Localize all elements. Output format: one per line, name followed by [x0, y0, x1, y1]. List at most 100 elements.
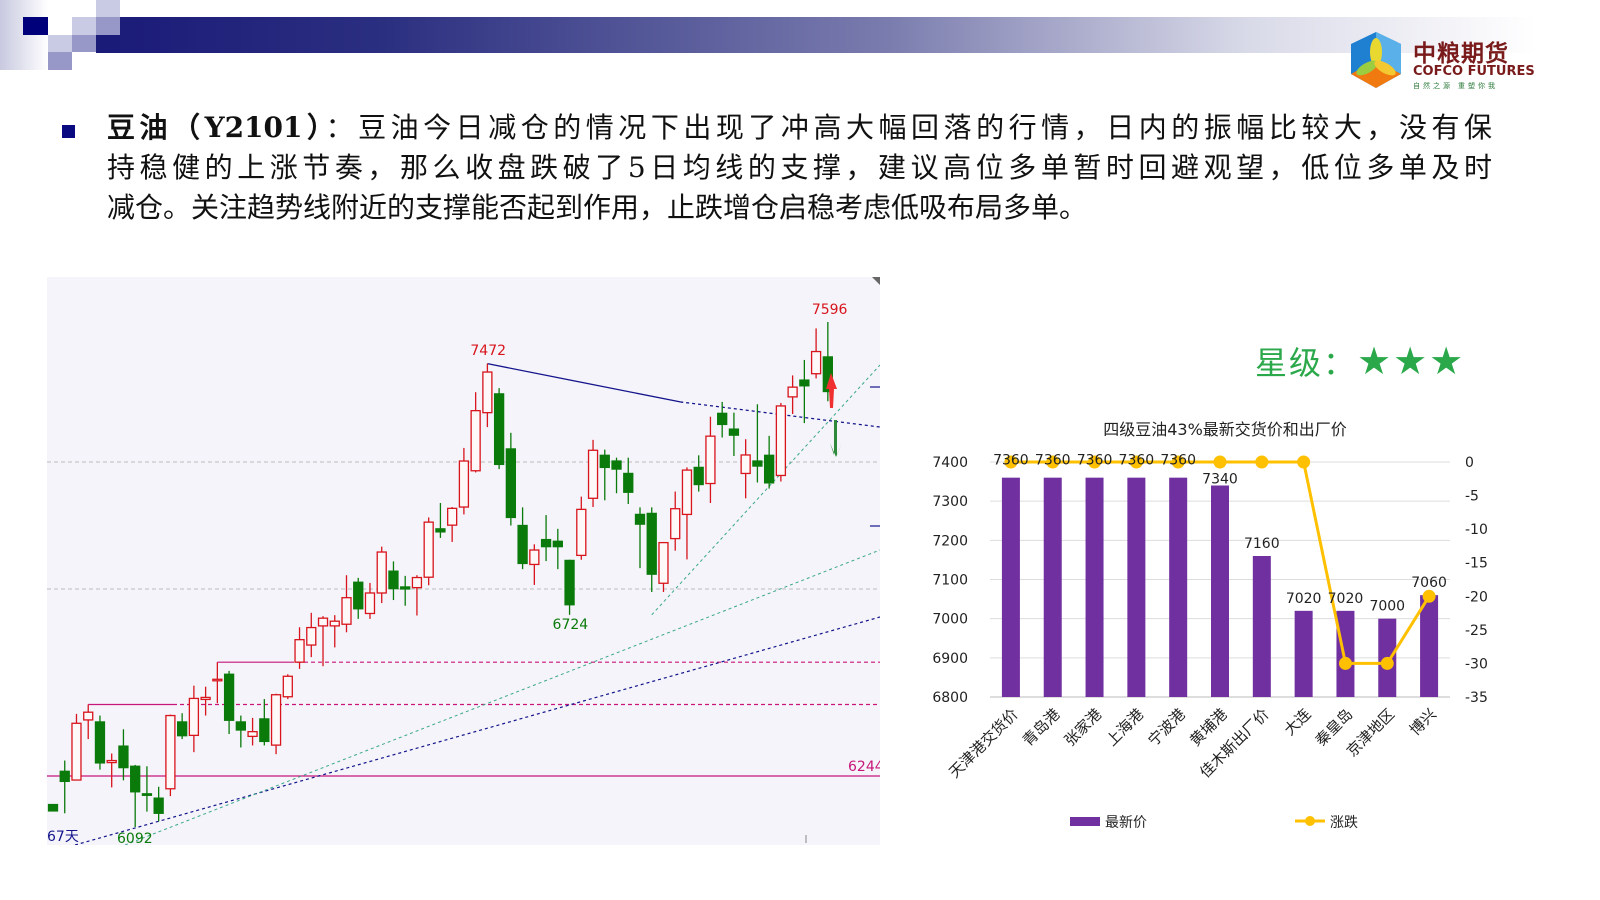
header-square [72, 17, 96, 35]
candle-body [176, 721, 188, 737]
bar-data-label: 7160 [1244, 536, 1280, 552]
candle-body [235, 721, 246, 731]
price-bar [1127, 477, 1146, 697]
candle-body [270, 694, 282, 746]
candle-body [200, 696, 211, 701]
candle-body [529, 549, 540, 566]
commentary-line: 减仓。关注趋势线附近的支撑能否起到作用，止跌增仓启稳考虑低吸布局多单。 [107, 191, 1088, 224]
candle-body [470, 410, 481, 472]
right-axis-tick: -25 [1465, 623, 1488, 639]
right-axis-tick: -15 [1465, 556, 1488, 572]
price-bar [1294, 610, 1313, 697]
candle-body [341, 597, 352, 625]
candle-body [810, 350, 822, 375]
candlestick-svg: 7596 7472 6724 6244 6092 67天 [47, 277, 884, 847]
bar-data-label: 7020 [1286, 591, 1322, 607]
price-bar [1211, 485, 1229, 697]
candle-body [658, 541, 669, 584]
candle-body [282, 675, 293, 698]
commentary-heading: 豆油（Y2101） [107, 111, 326, 144]
candle-body [822, 356, 833, 393]
header-square [72, 35, 96, 52]
candle-body [388, 570, 399, 590]
candle-body [517, 524, 528, 565]
up-arrow-icon [826, 373, 837, 408]
trend-line [651, 364, 881, 616]
left-axis-tick: 7400 [932, 455, 968, 471]
header-square [48, 35, 72, 52]
corner-icon [872, 277, 880, 285]
right-axis-tick: -35 [1465, 690, 1488, 706]
price-bar [1252, 556, 1271, 697]
change-point [1380, 656, 1394, 670]
price-bar [1085, 477, 1104, 697]
star-icon: ★★★ [1357, 339, 1466, 383]
candle-body [435, 528, 446, 533]
category-label: 张家港 [1061, 705, 1106, 750]
candle-body [482, 371, 493, 414]
legend-bar-swatch [1070, 817, 1100, 826]
bullet-icon [62, 125, 75, 138]
candle-body [153, 797, 164, 814]
category-label: 博兴 [1406, 705, 1440, 739]
candle-body [670, 508, 681, 540]
candle-body [540, 538, 552, 548]
chart-title: 四级豆油43%最新交货价和出厂价 [1103, 420, 1347, 439]
change-point [1422, 589, 1436, 603]
change-point [1088, 455, 1102, 469]
category-label: 大连 [1281, 705, 1315, 739]
bar-data-label: 7360 [1035, 453, 1071, 469]
right-axis-tick: -10 [1465, 522, 1488, 538]
candle-body [775, 405, 787, 477]
change-point [1004, 455, 1018, 469]
change-point [1297, 455, 1311, 469]
candle-body [787, 386, 798, 398]
bar-data-label: 7020 [1328, 591, 1364, 607]
price-bar [1043, 477, 1062, 697]
category-label: 天津港交货价 [945, 705, 1021, 781]
down-arrow-icon [830, 420, 842, 457]
bar-data-label: 7360 [1077, 453, 1113, 469]
candle-body [130, 765, 141, 793]
candle-body [94, 721, 106, 764]
candle-body [752, 460, 763, 467]
candle-body [740, 454, 751, 475]
candle-body [693, 466, 704, 486]
candle-body [587, 449, 599, 499]
candle-body [681, 469, 693, 516]
trend-line [74, 616, 881, 846]
category-label: 宁波港 [1144, 705, 1189, 750]
candle-body [59, 770, 70, 783]
candle-body [423, 521, 434, 578]
price-bar [1169, 477, 1188, 697]
candle-body [646, 512, 657, 575]
left-axis-tick: 6900 [932, 651, 968, 667]
legend-label: 涨跌 [1330, 815, 1358, 831]
bar-chart-svg: 四级豆油43%最新交货价和出厂价 7400 7300 7200 7100 7000 6900… [932, 420, 1488, 831]
candle-body [634, 513, 646, 525]
candle-body [458, 460, 470, 508]
candle-body [212, 678, 223, 682]
left-axis-tick: 7000 [932, 612, 968, 628]
candle-body [763, 454, 775, 484]
cube-logo-icon [1351, 32, 1401, 88]
candle-body [576, 508, 587, 557]
price-bar [1001, 477, 1020, 697]
candle-body [83, 711, 94, 721]
header-square [96, 17, 120, 35]
legend-label: 最新价 [1105, 815, 1147, 831]
bar-data-label: 7060 [1411, 575, 1447, 591]
candle-body [493, 393, 505, 466]
candle-body [47, 803, 59, 812]
category-label: 青岛港 [1019, 705, 1064, 750]
commentary-text: 豆油（Y2101）：豆油今日减仓的情况下出现了冲高大幅回落的行情，日内的振幅比较… [107, 108, 1492, 228]
candle-body [106, 759, 117, 764]
change-point [1171, 455, 1185, 469]
change-point [1213, 455, 1227, 469]
change-point [1129, 455, 1143, 469]
candle-body [247, 731, 258, 738]
candle-body [728, 428, 740, 436]
support-price-label: 6244 [848, 759, 880, 775]
commentary-line: 持稳健的上涨节奏，那么收盘跌破了5日均线的支撑，建议高位多单暂时回避观望，低位多… [107, 151, 1492, 184]
left-axis-tick: 7300 [932, 494, 968, 510]
